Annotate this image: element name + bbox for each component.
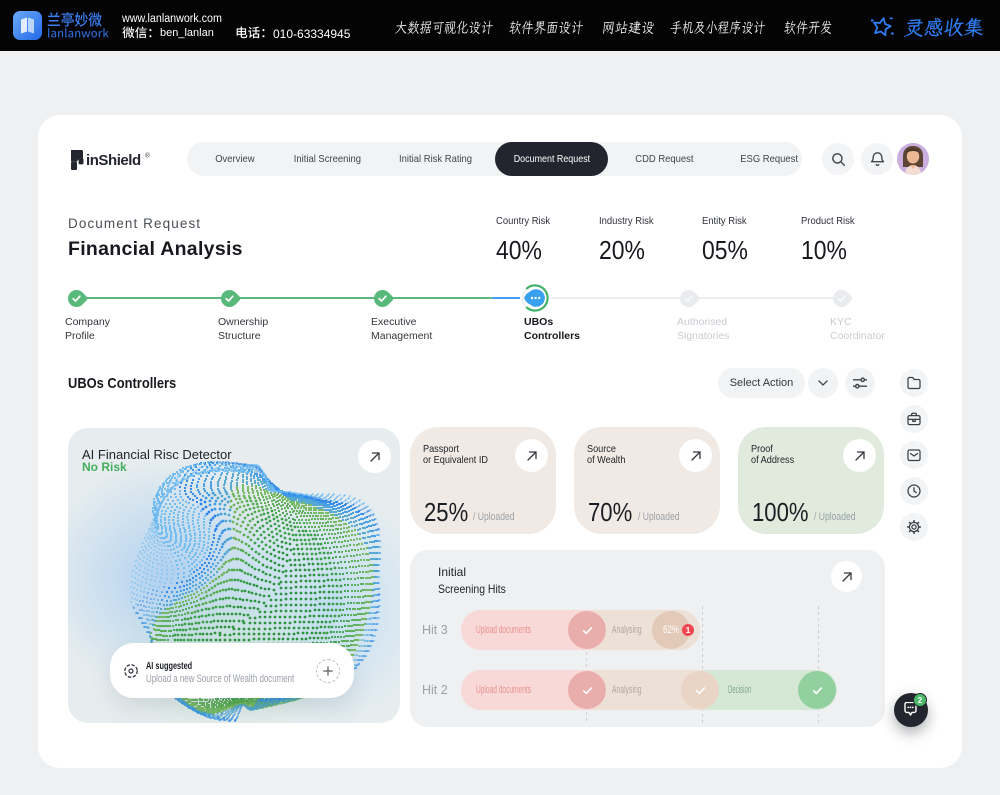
svg-text:®: ® [145, 152, 150, 160]
svg-text:inShield: inShield [86, 152, 141, 169]
